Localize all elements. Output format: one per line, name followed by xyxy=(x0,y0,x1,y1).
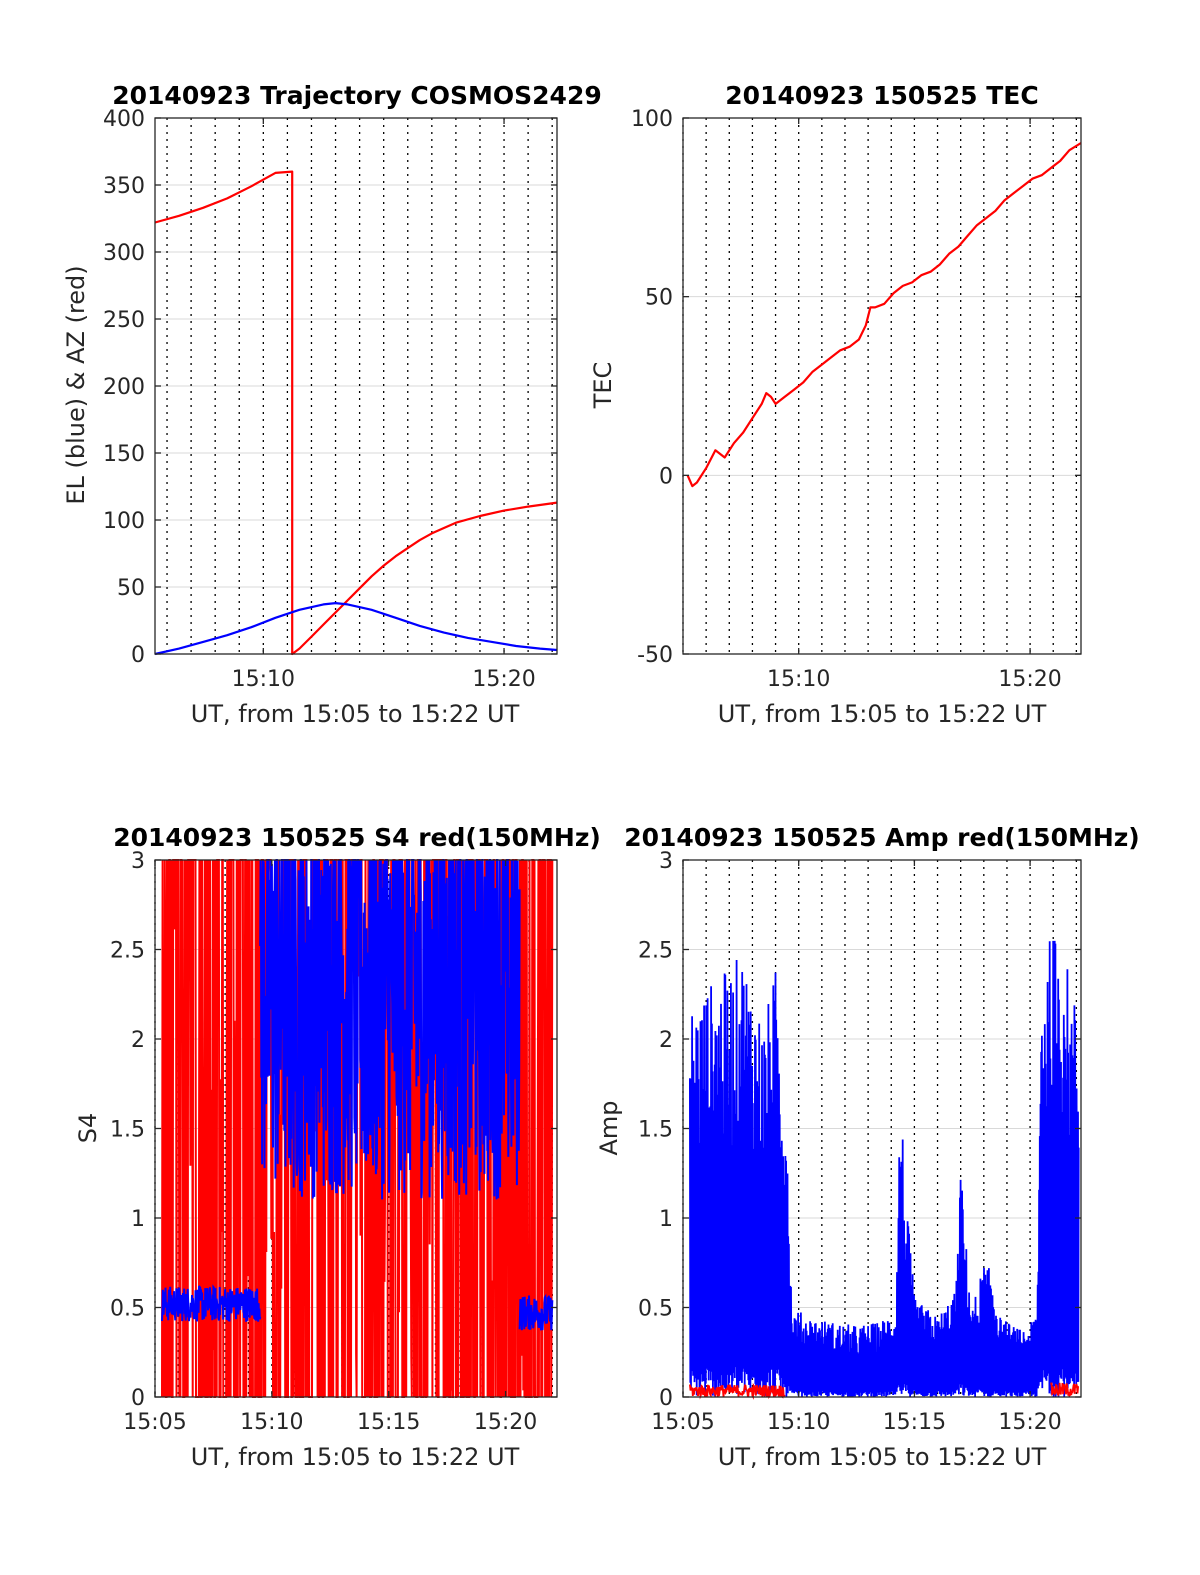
tec-chart: 20140923 150525 TEC -50 0 50 100 15:10 15:20… xyxy=(589,81,1082,728)
trajectory-x-tick-label: 15:10 xyxy=(232,667,295,692)
tec-y-tick-label: 0 xyxy=(659,464,673,489)
amp-x-tick-label: 15:20 xyxy=(998,1410,1061,1435)
s4-series-blue-line xyxy=(161,1284,262,1322)
s4-y-tick-label: 1.5 xyxy=(110,1118,145,1143)
tec-y-tick-label: 100 xyxy=(631,107,673,132)
tec-x-axis-label: UT, from 15:05 to 15:22 UT xyxy=(718,700,1047,728)
amp-y-axis-label: Amp xyxy=(595,1100,623,1155)
amp-y-tick-label: 0.5 xyxy=(638,1297,673,1322)
trajectory-y-tick-label: 0 xyxy=(131,643,145,668)
amp-x-axis-label: UT, from 15:05 to 15:22 UT xyxy=(718,1443,1047,1471)
s4-x-tick-label: 15:10 xyxy=(240,1410,303,1435)
amp-chart: 20140923 150525 Amp red(150MHz) 0 0.5 1 1.5… xyxy=(595,823,1140,1471)
s4-x-axis-label: UT, from 15:05 to 15:22 UT xyxy=(191,1443,520,1471)
amp-x-tick-label: 15:10 xyxy=(767,1410,830,1435)
amp-x-tick-label: 15:05 xyxy=(651,1410,714,1435)
trajectory-x-axis-label: UT, from 15:05 to 15:22 UT xyxy=(191,700,520,728)
trajectory-y-tick-label: 300 xyxy=(103,241,145,266)
tec-y-axis-label: TEC xyxy=(589,362,617,410)
trajectory-y-axis-label: EL (blue) & AZ (red) xyxy=(62,265,90,504)
s4-y-tick-label: 3 xyxy=(131,849,145,874)
amp-series-red-line xyxy=(1050,1382,1079,1398)
trajectory-series-blue-line xyxy=(154,602,558,656)
trajectory-y-tick-label: 250 xyxy=(103,308,145,333)
s4-y-axis-label: S4 xyxy=(74,1113,102,1144)
trajectory-series-red-line xyxy=(154,170,558,656)
trajectory-y-tick-label: 50 xyxy=(117,576,145,601)
amp-y-tick-label: 0 xyxy=(659,1386,673,1411)
tec-x-tick-label: 15:10 xyxy=(767,667,830,692)
trajectory-y-tick-label: 100 xyxy=(103,509,145,534)
s4-y-tick-label: 0 xyxy=(131,1386,145,1411)
s4-y-tick-label: 2 xyxy=(131,1028,145,1053)
amp-y-tick-label: 3 xyxy=(659,849,673,874)
amp-y-tick-label: 2.5 xyxy=(638,939,673,964)
amp-y-tick-label: 2 xyxy=(659,1028,673,1053)
trajectory-chart: 20140923 Trajectory COSMOS2429 0 50 100 150… xyxy=(62,81,602,728)
trajectory-y-tick-label: 200 xyxy=(103,375,145,400)
amp-series-blue-line xyxy=(689,940,1080,1398)
trajectory-y-tick-label: 400 xyxy=(103,107,145,132)
tec-series-red-line xyxy=(686,142,1082,488)
s4-series-blue-line xyxy=(259,859,521,1200)
s4-series-blue-line xyxy=(518,1293,554,1331)
s4-x-tick-label: 15:20 xyxy=(474,1410,537,1435)
tec-x-tick-label: 15:20 xyxy=(998,667,1061,692)
amp-y-tick-label: 1.5 xyxy=(638,1118,673,1143)
trajectory-y-tick-label: 150 xyxy=(103,442,145,467)
s4-chart: 20140923 150525 S4 red(150MHz) 0 0.5 1 1.5 2… xyxy=(74,823,601,1471)
amp-series-red-line xyxy=(689,1382,786,1400)
amp-title: 20140923 150525 Amp red(150MHz) xyxy=(624,823,1140,852)
s4-y-tick-label: 2.5 xyxy=(110,939,145,964)
tec-title: 20140923 150525 TEC xyxy=(725,81,1038,110)
s4-x-tick-label: 15:15 xyxy=(357,1410,420,1435)
s4-x-tick-label: 15:05 xyxy=(123,1410,186,1435)
tec-y-tick-label: 50 xyxy=(645,286,673,311)
s4-y-tick-label: 0.5 xyxy=(110,1297,145,1322)
tec-y-tick-label: -50 xyxy=(637,643,673,668)
amp-x-tick-label: 15:15 xyxy=(883,1410,946,1435)
trajectory-x-tick-label: 15:20 xyxy=(472,667,535,692)
trajectory-title: 20140923 Trajectory COSMOS2429 xyxy=(112,81,602,110)
amp-y-tick-label: 1 xyxy=(659,1207,673,1232)
s4-y-tick-label: 1 xyxy=(131,1207,145,1232)
tec-axes-box xyxy=(682,117,1082,655)
s4-title: 20140923 150525 S4 red(150MHz) xyxy=(113,823,601,852)
trajectory-y-tick-label: 350 xyxy=(103,174,145,199)
